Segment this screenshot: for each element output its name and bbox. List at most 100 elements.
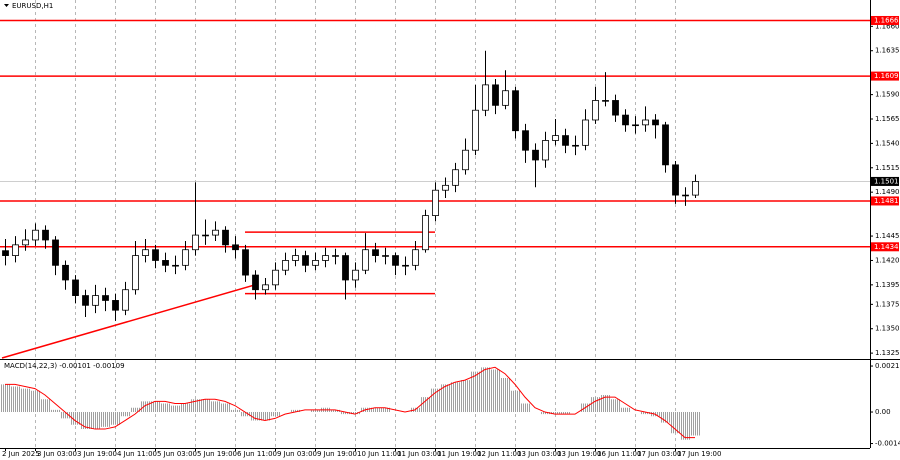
candle-body bbox=[502, 90, 509, 106]
candle-body bbox=[102, 295, 109, 301]
x-tick-label: 12 Jun 11:00 bbox=[477, 450, 521, 458]
level-label: 1.1434 bbox=[874, 243, 899, 251]
x-tick-label: 17 Jun 19:00 bbox=[677, 450, 721, 458]
candle-body bbox=[362, 249, 369, 271]
candle-body bbox=[262, 284, 269, 291]
candle-body bbox=[22, 239, 29, 246]
candle-body bbox=[412, 249, 419, 266]
level-label-box bbox=[871, 71, 899, 81]
chart-title: EURUSD,H1 bbox=[12, 2, 53, 10]
candle-body bbox=[332, 255, 339, 257]
x-tick-label: 5 Jun 03:00 bbox=[157, 450, 197, 458]
candle-body bbox=[582, 119, 589, 146]
level-label: 1.1481 bbox=[874, 197, 899, 205]
candle-body bbox=[292, 255, 299, 261]
y-tick-label: 1.1660 bbox=[875, 22, 900, 30]
candle-body bbox=[472, 109, 479, 151]
symbol-menu-icon[interactable] bbox=[4, 4, 9, 7]
candle-body bbox=[662, 124, 669, 166]
y-tick-label: 1.1565 bbox=[875, 115, 900, 123]
y-tick-label: 0.00 bbox=[875, 408, 891, 416]
current-price-box bbox=[871, 176, 899, 186]
candle-body bbox=[12, 244, 19, 256]
candle-body bbox=[132, 255, 139, 291]
level-label: 1.1609 bbox=[874, 72, 899, 80]
candle-body bbox=[322, 255, 329, 261]
x-tick-label: 2 Jun 2025 bbox=[2, 450, 40, 458]
candle-body bbox=[692, 181, 699, 196]
y-tick-label: -0.00148 bbox=[875, 440, 900, 448]
candle-body bbox=[212, 229, 219, 236]
y-tick-label: 1.1540 bbox=[875, 139, 900, 147]
level-label-box bbox=[871, 15, 899, 25]
candle-body bbox=[562, 135, 569, 146]
candle-body bbox=[32, 229, 39, 241]
candle-body bbox=[592, 100, 599, 121]
candle-body bbox=[452, 169, 459, 186]
candle-body bbox=[242, 249, 249, 276]
candle-body bbox=[272, 269, 279, 286]
candle-body bbox=[522, 130, 529, 151]
x-tick-label: 9 Jun 03:00 bbox=[277, 450, 317, 458]
candle-body bbox=[282, 260, 289, 271]
level-label-box bbox=[871, 242, 899, 252]
candle-body bbox=[442, 184, 449, 191]
candle-body bbox=[382, 255, 389, 257]
x-tick-label: 11 Jun 03:00 bbox=[397, 450, 441, 458]
candle-body bbox=[372, 249, 379, 256]
candle-body bbox=[352, 269, 359, 281]
y-tick-label: 1.1350 bbox=[875, 325, 900, 333]
candle-body bbox=[142, 249, 149, 256]
candle-body bbox=[122, 289, 129, 311]
y-tick-label: 1.1515 bbox=[875, 164, 900, 172]
candle-body bbox=[512, 90, 519, 132]
candle-body bbox=[482, 84, 489, 111]
candle-body bbox=[652, 119, 659, 126]
candle-body bbox=[432, 189, 439, 216]
candle-body bbox=[342, 255, 349, 281]
candle-body bbox=[52, 239, 59, 266]
x-tick-label: 17 Jun 03:00 bbox=[637, 450, 681, 458]
level-label: 1.1666 bbox=[874, 16, 899, 24]
candle-body bbox=[422, 215, 429, 251]
candle-body bbox=[252, 274, 259, 291]
candle-body bbox=[462, 149, 469, 171]
candle-body bbox=[312, 260, 319, 266]
candle-body bbox=[392, 255, 399, 266]
x-tick-label: 11 Jun 19:00 bbox=[437, 450, 481, 458]
candle-body bbox=[112, 300, 119, 311]
x-tick-label: 3 Jun 03:00 bbox=[37, 450, 77, 458]
candle-body bbox=[72, 279, 79, 296]
y-tick-label: 1.1325 bbox=[875, 349, 900, 357]
y-tick-label: 1.1590 bbox=[875, 91, 900, 99]
candle-body bbox=[612, 100, 619, 116]
x-tick-label: 10 Jun 11:00 bbox=[357, 450, 401, 458]
y-tick-label: 1.1395 bbox=[875, 281, 900, 289]
candle-body bbox=[552, 135, 559, 141]
y-tick-label: 1.1375 bbox=[875, 300, 900, 308]
y-tick-label: 1.1445 bbox=[875, 232, 900, 240]
trendline bbox=[1, 284, 256, 359]
x-tick-label: 9 Jun 19:00 bbox=[317, 450, 357, 458]
candle-body bbox=[202, 234, 209, 237]
candle-body bbox=[82, 295, 89, 306]
candle-body bbox=[632, 124, 639, 127]
y-tick-label: 1.1420 bbox=[875, 256, 900, 264]
candle-body bbox=[182, 249, 189, 266]
candle-body bbox=[172, 264, 179, 267]
level-label-box bbox=[871, 196, 899, 206]
x-tick-label: 13 Jun 03:00 bbox=[517, 450, 561, 458]
candle-body bbox=[542, 140, 549, 161]
current-price-label: 1.1501 bbox=[874, 177, 899, 185]
x-tick-label: 3 Jun 19:00 bbox=[77, 450, 117, 458]
candle-body bbox=[532, 149, 539, 161]
x-tick-label: 16 Jun 11:00 bbox=[597, 450, 641, 458]
candle-body bbox=[42, 229, 49, 241]
candle-body bbox=[92, 295, 99, 306]
candle-body bbox=[572, 144, 579, 147]
x-tick-label: 13 Jun 19:00 bbox=[557, 450, 601, 458]
x-tick-label: 5 Jun 19:00 bbox=[197, 450, 237, 458]
candle-body bbox=[62, 264, 69, 281]
